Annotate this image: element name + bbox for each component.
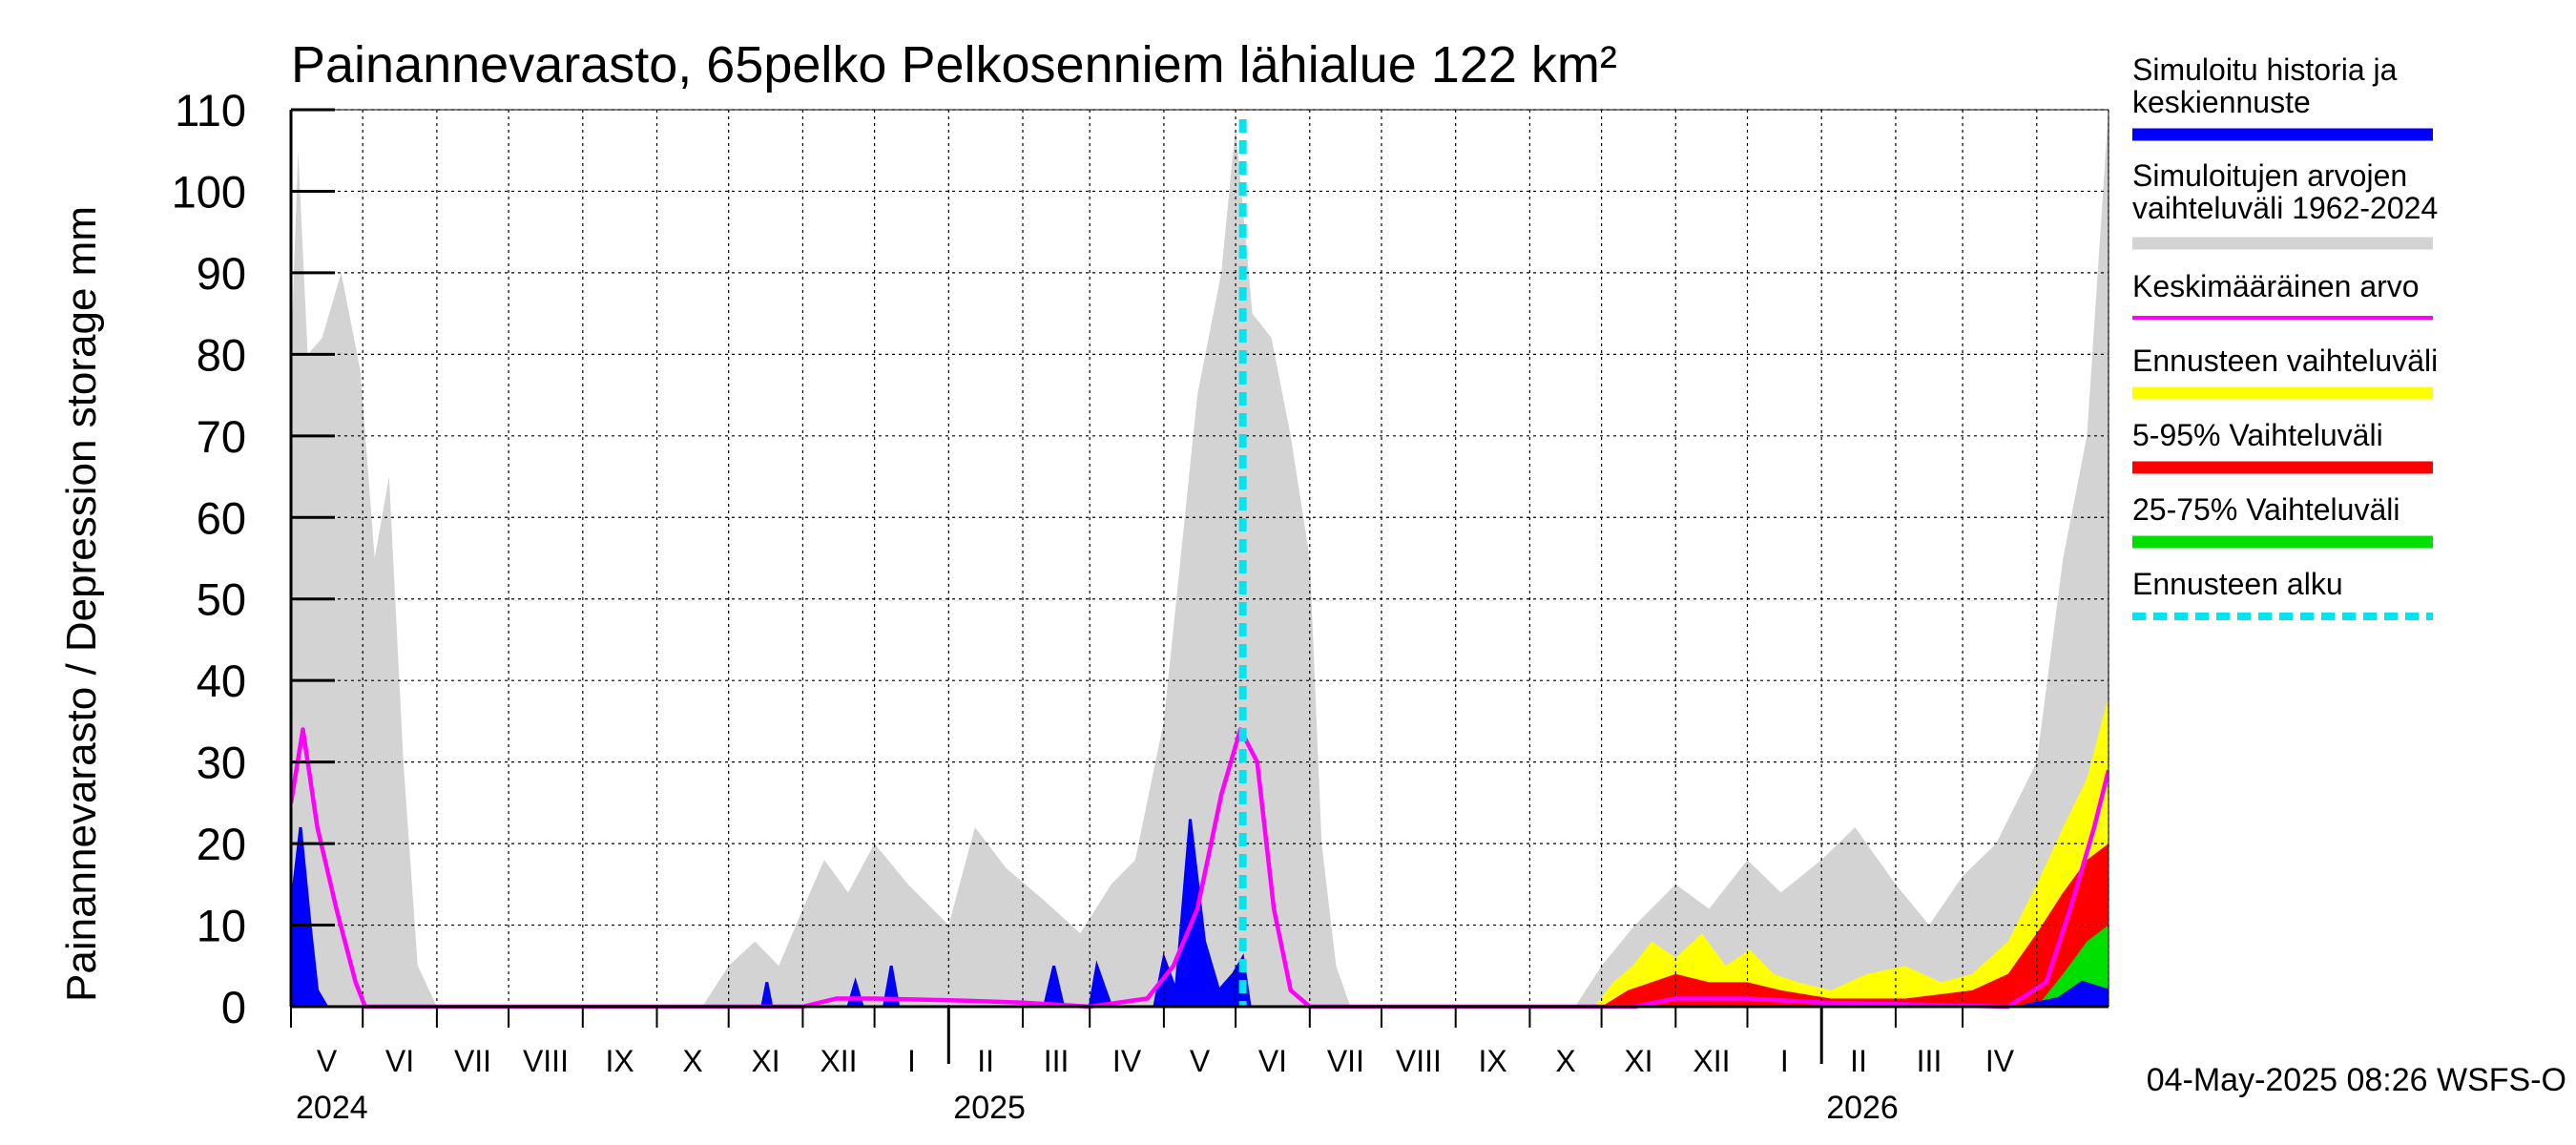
month-label: II — [977, 1044, 994, 1078]
year-label: 2024 — [296, 1090, 368, 1126]
year-label: 2025 — [953, 1090, 1026, 1126]
legend-history-range-label: vaihteluväli 1962-2024 — [2132, 191, 2438, 225]
month-label: I — [907, 1044, 916, 1078]
month-label: IX — [1478, 1044, 1506, 1078]
month-label: II — [1850, 1044, 1867, 1078]
legend-25-75-label: 25-75% Vaihteluväli — [2132, 492, 2399, 527]
month-label: VII — [454, 1044, 491, 1078]
month-label: III — [1044, 1044, 1070, 1078]
month-label: IV — [1985, 1044, 2015, 1078]
month-label: XI — [1624, 1044, 1652, 1078]
y-tick-label: 40 — [197, 656, 246, 706]
y-tick-label: 10 — [197, 901, 246, 951]
footer-timestamp: 04-May-2025 08:26 WSFS-O — [2147, 1062, 2566, 1098]
y-ticks: 0 10 20 30 40 50 60 70 80 90 100 110 — [172, 85, 335, 1032]
month-label: V — [317, 1044, 338, 1078]
axes — [289, 109, 2109, 1009]
y-tick-label: 50 — [197, 574, 246, 625]
month-label: VII — [1327, 1044, 1364, 1078]
y-tick-label: 20 — [197, 819, 246, 869]
month-label: X — [1555, 1044, 1575, 1078]
year-label: 2026 — [1826, 1090, 1899, 1126]
month-label: IV — [1112, 1044, 1142, 1078]
y-tick-label: 70 — [197, 411, 246, 462]
data-lines — [291, 119, 2109, 1010]
month-label: VIII — [1396, 1044, 1442, 1078]
mean-line — [291, 727, 2109, 1010]
y-tick-label: 30 — [197, 738, 246, 788]
month-label: VIII — [523, 1044, 569, 1078]
y-tick-label: 80 — [197, 329, 246, 380]
month-label: V — [1190, 1044, 1211, 1078]
month-label: IX — [606, 1044, 634, 1078]
y-tick-label: 110 — [175, 85, 246, 135]
x-ticks: V VI VII VIII IX X XI XII I II III IV V VI VII VIII IX X X… — [290, 1007, 2015, 1126]
legend-history-range-label: Simuloitujen arvojen — [2132, 158, 2407, 193]
chart-title: Painannevarasto, 65pelko Pelkosenniem lä… — [291, 36, 1617, 94]
month-label: XI — [751, 1044, 779, 1078]
legend-forecast-start-label: Ennusteen alku — [2132, 567, 2343, 601]
y-tick-label: 90 — [197, 248, 246, 299]
y-tick-label: 60 — [197, 492, 246, 543]
month-label: III — [1917, 1044, 1942, 1078]
month-label: I — [1780, 1044, 1789, 1078]
month-label: XII — [1693, 1044, 1730, 1078]
month-label: XII — [820, 1044, 857, 1078]
legend-forecast-range-label: Ennusteen vaihteluväli — [2132, 344, 2438, 378]
y-tick-label: 100 — [172, 166, 246, 217]
month-label: VI — [385, 1044, 414, 1078]
month-label: VI — [1258, 1044, 1287, 1078]
y-axis-label: Painannevarasto / Depression storage mm — [58, 206, 105, 1002]
legend-mean-label: Keskimääräinen arvo — [2132, 269, 2420, 303]
legend-simulated-history-label: Simuloitu historia ja — [2132, 52, 2398, 87]
legend-5-95-label: 5-95% Vaihteluväli — [2132, 418, 2383, 452]
y-tick-label: 0 — [221, 982, 246, 1032]
legend-simulated-history-label: keskiennuste — [2132, 85, 2311, 119]
month-label: X — [682, 1044, 702, 1078]
history-range-area — [291, 110, 2109, 1007]
data-areas — [291, 110, 2109, 1009]
